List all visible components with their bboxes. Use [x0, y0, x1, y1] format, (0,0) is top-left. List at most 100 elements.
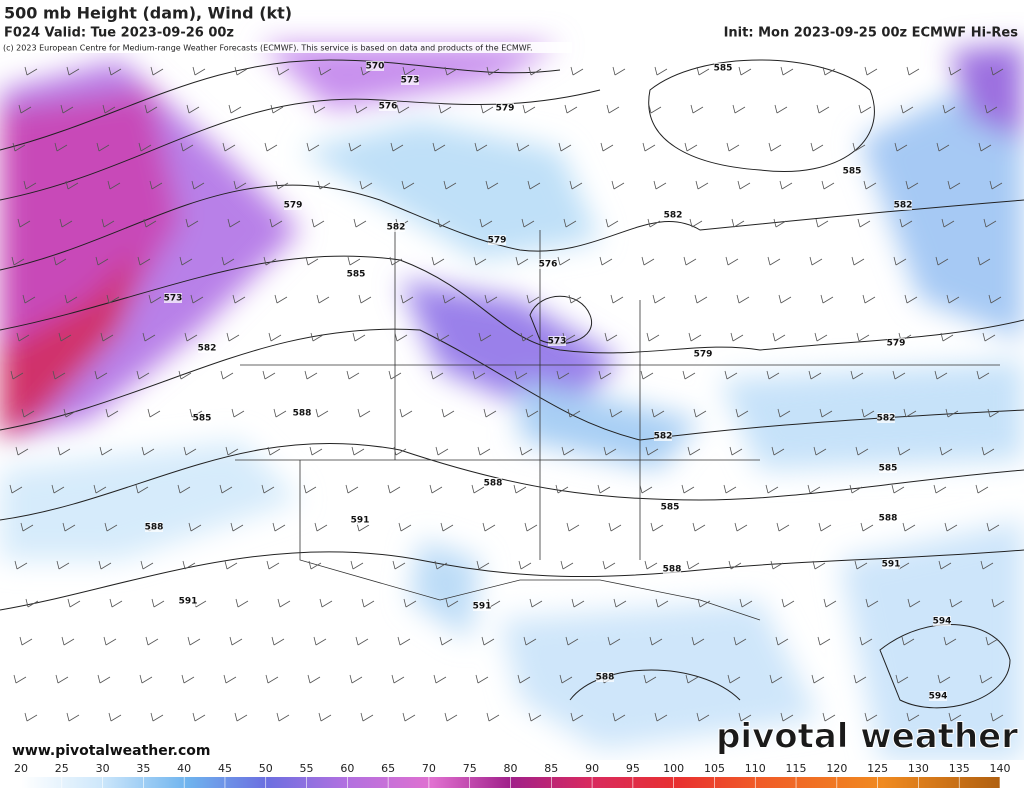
wind-barb: [471, 484, 485, 494]
contour-label-bg: [347, 269, 365, 279]
wind-barb: [93, 484, 107, 494]
contour-label-bg: [596, 672, 614, 682]
wind-barb: [394, 332, 408, 342]
wind-barb: [310, 332, 324, 342]
wind-barb: [108, 712, 122, 722]
wind-barb: [646, 332, 660, 342]
wind-barb: [314, 522, 328, 532]
wind-barb: [479, 218, 493, 228]
wind-barb: [980, 560, 994, 570]
wind-barb: [20, 522, 34, 532]
wind-barb: [67, 598, 81, 608]
wind-barb: [891, 484, 905, 494]
contour-label: 576: [539, 260, 558, 270]
wind-barb: [863, 180, 877, 190]
wind-barb: [21, 408, 35, 418]
wind-barb: [387, 484, 401, 494]
contour-label: 582: [664, 211, 683, 221]
wind-barb: [432, 142, 446, 152]
wind-barb: [983, 218, 997, 228]
contour-label-bg: [663, 564, 681, 574]
wind-barb: [681, 484, 695, 494]
contour-label-bg: [843, 166, 861, 176]
wind-barb: [105, 408, 119, 418]
wind-barb: [223, 674, 237, 684]
wind-barb: [261, 484, 275, 494]
wind-barb: [53, 256, 67, 266]
wind-barb: [24, 712, 38, 722]
wind-barb: [991, 598, 1005, 608]
wind-barb: [776, 522, 790, 532]
contour-label-bg: [539, 259, 557, 269]
wind-barb: [855, 446, 869, 456]
wind-barb: [483, 408, 497, 418]
wind-barb: [516, 142, 530, 152]
wind-barb: [570, 66, 584, 76]
wind-barb: [819, 408, 833, 418]
contour-label-bg: [484, 478, 502, 488]
contour-label: 582: [894, 201, 913, 211]
wind-barb: [398, 522, 412, 532]
wind-barb: [346, 370, 360, 380]
wind-barb: [612, 66, 626, 76]
wind-barb: [640, 370, 654, 380]
contour-label: 573: [548, 337, 567, 347]
wind-barb: [767, 256, 781, 266]
wind-barb: [903, 408, 917, 418]
wind-barb: [185, 218, 199, 228]
copyright-bg: [0, 42, 572, 53]
wind-barb: [149, 180, 163, 190]
wind-barb: [649, 636, 663, 646]
wind-barb: [150, 66, 164, 76]
wind-barb: [518, 560, 532, 570]
wind-barb: [438, 104, 452, 114]
contour-label-bg: [929, 691, 947, 701]
colorbar-label: 35: [136, 762, 150, 775]
wind-barb: [605, 218, 619, 228]
wind-barb: [937, 674, 951, 684]
colorbar-label: 120: [826, 762, 847, 775]
contour-label-bg: [882, 559, 900, 569]
contour-label-bg: [366, 61, 384, 71]
wind-barb: [444, 66, 458, 76]
contour-label: 579: [496, 104, 515, 114]
wind-barb: [219, 484, 233, 494]
wind-barb: [523, 636, 537, 646]
wind-barb: [897, 446, 911, 456]
contour-label: 579: [488, 236, 507, 246]
colorbar-label: 90: [585, 762, 599, 775]
contour-label-bg: [488, 235, 506, 245]
wind-barb: [558, 142, 572, 152]
wind-barb: [182, 560, 196, 570]
wind-barb: [106, 294, 120, 304]
wind-barb: [852, 142, 866, 152]
wind-barb: [727, 674, 741, 684]
wind-barb: [936, 142, 950, 152]
wind-barb: [478, 332, 492, 342]
contour-label-bg: [193, 413, 211, 423]
wind-barb: [226, 332, 240, 342]
wind-barb: [56, 560, 70, 570]
wind-barb: [393, 446, 407, 456]
wind-barb: [644, 560, 658, 570]
wind-barb: [813, 446, 827, 456]
wind-barb: [361, 598, 375, 608]
wind-barb: [482, 522, 496, 532]
wind-barb: [603, 446, 617, 456]
contour-label: 582: [387, 223, 406, 233]
wind-barb: [144, 104, 158, 114]
wind-barb: [815, 218, 829, 228]
wind-barb: [529, 598, 543, 608]
wind-barb: [645, 446, 659, 456]
wind-barb: [862, 294, 876, 304]
contour-label: 591: [473, 602, 492, 612]
wind-barb: [528, 712, 542, 722]
wind-barb: [905, 180, 919, 190]
contour-label-bg: [284, 200, 302, 210]
wind-barb: [439, 636, 453, 646]
wind-barb: [476, 560, 490, 570]
wind-barb: [774, 104, 788, 114]
wind-barb: [264, 142, 278, 152]
wind-barb: [358, 294, 372, 304]
